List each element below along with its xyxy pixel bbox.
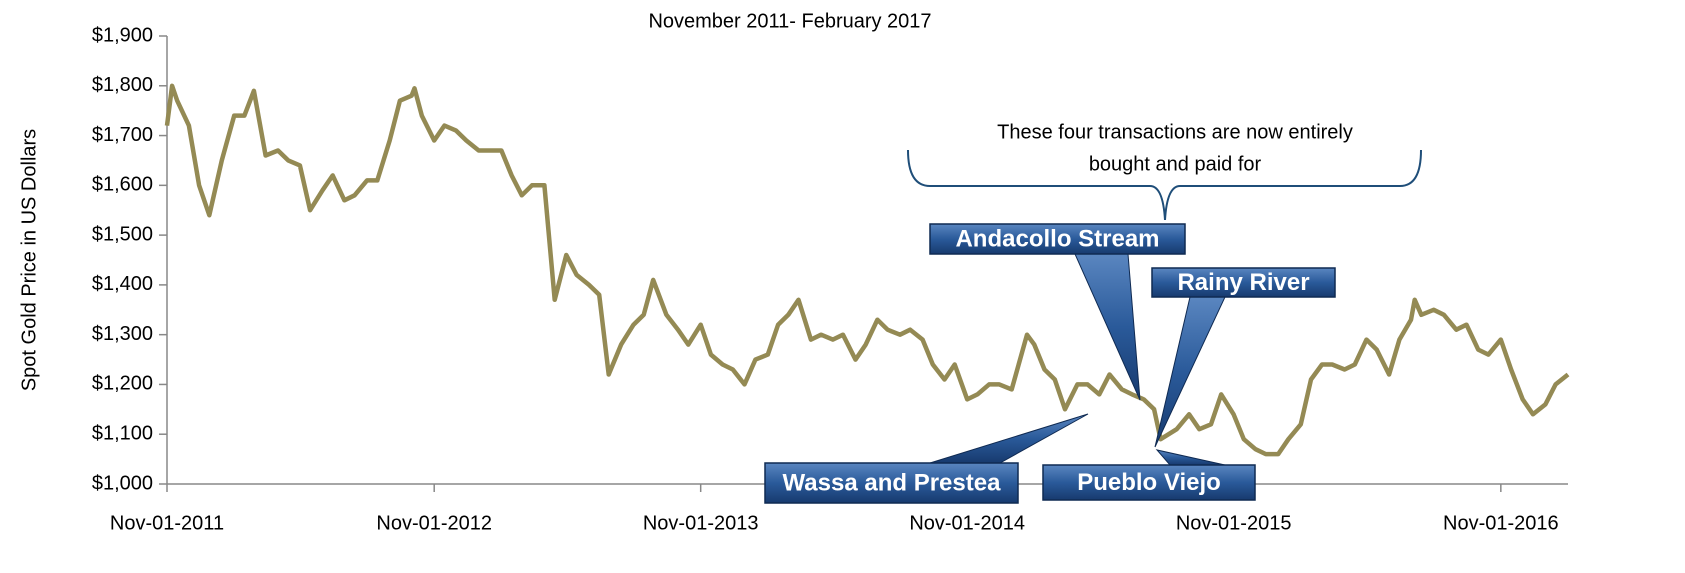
y-tick-label: $1,900 [92, 24, 153, 46]
callout-pointer [1154, 296, 1226, 448]
callout-box [1151, 267, 1336, 298]
y-tick-label: $1,100 [92, 423, 153, 445]
x-tick-label: Nov-01-2016 [1443, 512, 1559, 534]
x-tick-label: Nov-01-2012 [376, 512, 492, 534]
y-tick-label: $1,700 [92, 124, 153, 146]
brace [907, 149, 1422, 221]
brace-text: These four transactions are now entirely [997, 121, 1353, 143]
x-tick-label: Nov-01-2015 [1176, 512, 1292, 534]
y-tick-label: $1,000 [92, 472, 153, 494]
y-tick-label: $1,800 [92, 74, 153, 96]
callout-label: Andacollo Stream [955, 225, 1159, 252]
chart-title: November 2011- February 2017 [648, 10, 931, 32]
callout-box [929, 223, 1186, 255]
callout-label: Rainy River [1177, 269, 1309, 296]
y-axis-label: Spot Gold Price in US Dollars [18, 129, 40, 391]
y-tick-label: $1,400 [92, 273, 153, 295]
x-tick-label: Nov-01-2013 [643, 512, 759, 534]
callout-pointer [929, 413, 1089, 464]
callout-label: Wassa and Prestea [783, 469, 1002, 496]
brace-text: bought and paid for [1089, 153, 1262, 175]
price-line [164, 83, 1570, 457]
y-tick-label: $1,600 [92, 174, 153, 196]
callout-label: Pueblo Viejo [1077, 469, 1221, 496]
x-tick-label: Nov-01-2011 [110, 512, 224, 534]
callout-pointer [1155, 449, 1226, 466]
callout-box [1042, 464, 1256, 501]
y-tick-label: $1,200 [92, 373, 153, 395]
x-tick-label: Nov-01-2014 [909, 512, 1025, 534]
y-tick-label: $1,300 [92, 323, 153, 345]
y-tick-label: $1,500 [92, 223, 153, 245]
callout-box [764, 462, 1019, 504]
